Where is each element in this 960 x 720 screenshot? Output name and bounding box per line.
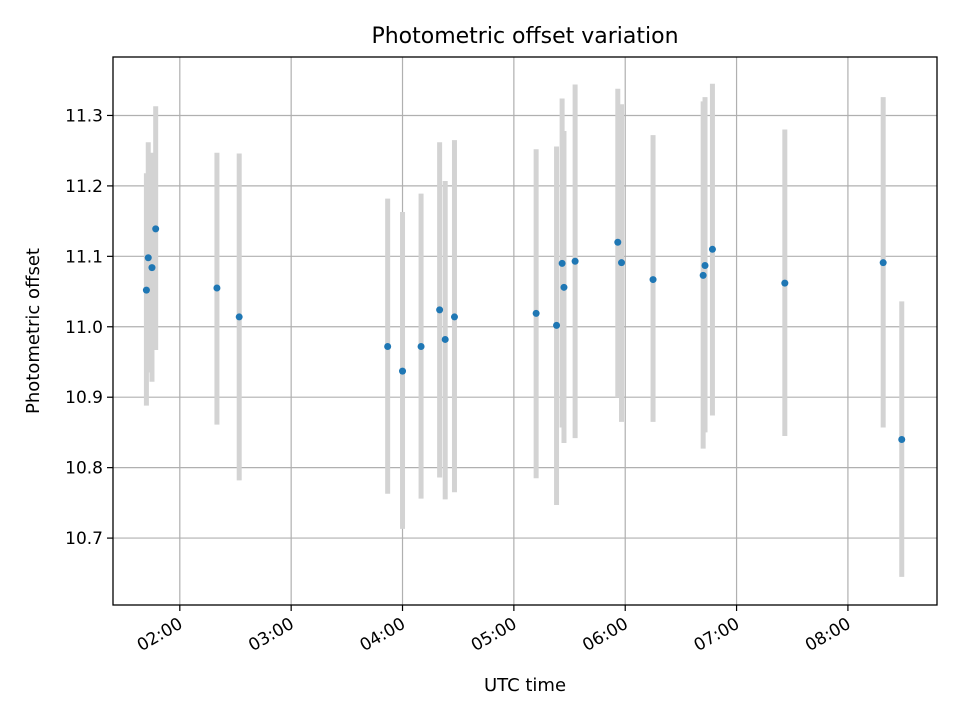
data-point [148,264,156,272]
data-point [571,257,579,265]
x-axis-label: UTC time [484,675,566,696]
y-tick-label: 11.1 [65,247,103,267]
data-point [618,259,626,267]
data-point [649,276,657,284]
y-tick-label: 10.9 [65,388,103,408]
chart-title: Photometric offset variation [371,24,678,49]
data-point [235,313,243,321]
axis-ticks: 02:00 03:00 04:00 05:00 06:00 07:00 08:0010.71… [65,106,854,655]
data-point [532,309,540,317]
data-points [142,225,906,443]
y-axis-label: Photometric offset [23,248,44,414]
y-tick-label: 11.2 [65,177,103,197]
data-point [701,261,709,269]
data-point [213,284,221,292]
data-point [144,254,152,262]
plot-frame [112,56,938,606]
data-point [399,367,407,375]
data-point [384,342,392,350]
data-point [436,306,444,314]
data-point [558,259,566,267]
data-point [781,279,789,287]
data-point [441,335,449,343]
y-tick-label: 11.3 [65,106,103,126]
y-tick-label: 10.7 [65,529,103,549]
data-point [699,271,707,279]
data-point [142,286,150,294]
data-point [152,225,160,233]
data-point [614,238,622,246]
data-point [898,435,906,443]
data-point [708,245,716,253]
y-tick-label: 10.8 [65,459,103,479]
data-point [553,321,561,329]
y-tick-label: 11.0 [65,318,103,338]
data-point [560,283,568,291]
data-point [450,313,458,321]
data-point [417,342,425,350]
data-point [879,259,887,267]
